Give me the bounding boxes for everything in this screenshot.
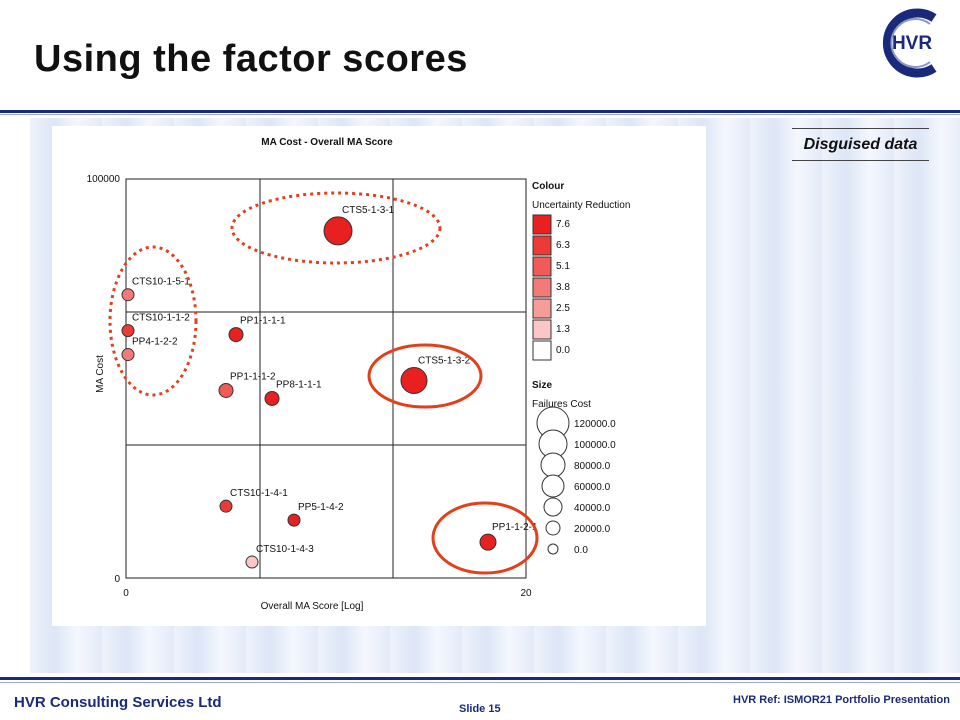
point-label-3: CTS10-1-1-2	[132, 313, 190, 324]
size-swatch-6	[545, 520, 561, 536]
hvr-logo: HVR	[882, 8, 937, 78]
highlight-ellipse-mid	[367, 343, 483, 409]
point-label-1: CTS5-1-3-1	[342, 205, 395, 216]
point-label-5: PP1-1-1-1	[240, 316, 286, 327]
data-point-3	[121, 324, 135, 338]
colour-legend-subheading: Uncertainty Reduction	[532, 200, 630, 211]
highlight-ellipse-bottom	[431, 501, 539, 575]
highlight-ellipse-left	[108, 245, 198, 397]
data-point-11	[479, 533, 497, 551]
size-legend-label-5: 40000.0	[574, 503, 611, 514]
size-swatch-4	[541, 474, 565, 498]
colour-legend-label-4: 3.8	[556, 282, 570, 293]
x-tick-right: 20	[520, 588, 532, 599]
x-axis-label: Overall MA Score [Log]	[261, 601, 364, 612]
colour-swatch-1	[532, 214, 552, 235]
footer-slide-number: Slide 15	[459, 703, 501, 715]
footer-divider	[0, 677, 960, 680]
y-tick-top: 100000	[87, 174, 121, 185]
colour-swatch-7	[532, 340, 552, 361]
data-point-4	[121, 348, 135, 362]
data-point-1	[323, 216, 353, 246]
data-point-5	[228, 327, 244, 343]
data-point-8	[400, 366, 428, 394]
data-point-10	[287, 513, 301, 527]
size-legend-label-2: 100000.0	[574, 440, 616, 451]
size-swatch-7	[547, 543, 559, 555]
colour-legend-label-6: 1.3	[556, 324, 570, 335]
point-label-8: CTS5-1-3-2	[418, 355, 471, 366]
slide-title: Using the factor scores	[34, 38, 468, 80]
size-swatch-5	[543, 497, 563, 517]
colour-swatch-3	[532, 256, 552, 277]
chart: MA Cost - Overall MA Score 100000 0 0 20…	[52, 126, 706, 626]
size-legend-label-6: 20000.0	[574, 524, 611, 535]
header-divider	[0, 110, 960, 113]
colour-legend-label-1: 7.6	[556, 219, 570, 230]
point-label-12: CTS10-1-4-3	[256, 544, 314, 555]
footer-reference: HVR Ref: ISMOR21 Portfolio Presentation	[733, 694, 950, 706]
chart-title: MA Cost - Overall MA Score	[261, 137, 393, 148]
colour-legend-label-2: 6.3	[556, 240, 570, 251]
y-tick-bottom: 0	[114, 574, 120, 585]
point-label-10: PP5-1-4-2	[298, 502, 344, 513]
data-point-2	[121, 288, 135, 302]
size-swatch-3	[540, 452, 566, 478]
size-legend-label-1: 120000.0	[574, 419, 616, 430]
colour-legend-label-3: 5.1	[556, 261, 570, 272]
y-axis-label: MA Cost	[95, 355, 106, 393]
colour-swatch-5	[532, 298, 552, 319]
colour-swatch-6	[532, 319, 552, 340]
colour-swatch-4	[532, 277, 552, 298]
point-label-7: PP8-1-1-1	[276, 379, 322, 390]
size-legend-label-4: 60000.0	[574, 482, 611, 493]
data-point-12	[245, 555, 259, 569]
point-label-4: PP4-1-2-2	[132, 337, 178, 348]
colour-legend-label-5: 2.5	[556, 303, 570, 314]
point-label-11: PP1-1-2-1	[492, 522, 538, 533]
header-divider-thin	[0, 114, 960, 115]
chart-panel	[52, 126, 706, 626]
x-tick-left: 0	[123, 588, 129, 599]
disguised-data-label: Disguised data	[792, 128, 929, 161]
highlight-annotations	[108, 191, 539, 575]
point-label-2: CTS10-1-5-1	[132, 277, 190, 288]
colour-legend-heading: Colour	[532, 181, 564, 192]
size-legend-label-7: 0.0	[574, 545, 588, 556]
highlight-ellipse-top	[230, 191, 442, 265]
size-legend-label-3: 80000.0	[574, 461, 611, 472]
colour-legend-label-7: 0.0	[556, 345, 570, 356]
logo-text: HVR	[892, 33, 932, 54]
footer-divider-thin	[0, 682, 960, 683]
point-label-9: CTS10-1-4-1	[230, 488, 288, 499]
size-legend-heading: Size	[532, 380, 552, 391]
colour-swatch-2	[532, 235, 552, 256]
data-point-6	[218, 382, 234, 398]
colour-legend: Colour Uncertainty Reduction 7.6 6.3 5.1 3.…	[532, 181, 630, 361]
footer-company: HVR Consulting Services Ltd	[14, 694, 222, 711]
data-point-7	[264, 390, 280, 406]
size-legend: Size Failures Cost 120000.0 100000.0 80000…	[532, 380, 616, 556]
size-legend-subheading: Failures Cost	[532, 399, 591, 410]
point-label-6: PP1-1-1-2	[230, 371, 276, 382]
points-layer: CTS5-1-3-1 CTS10-1-5-1 CTS10-1-1-2 PP4-1-2-…	[121, 205, 538, 569]
data-point-9	[219, 499, 233, 513]
